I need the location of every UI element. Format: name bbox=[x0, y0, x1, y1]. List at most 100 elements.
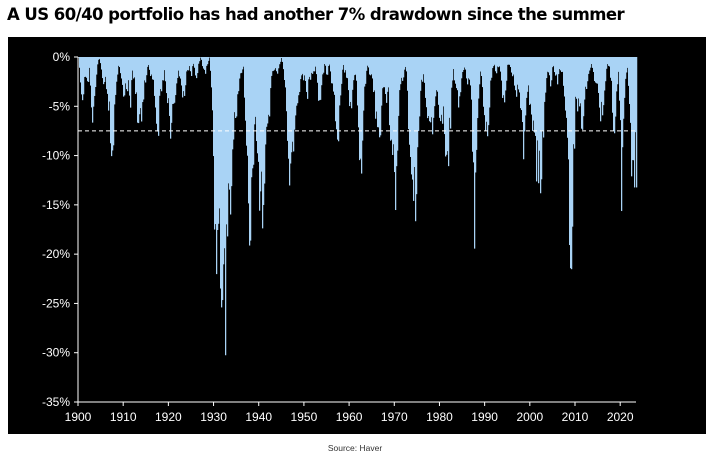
drawdown-bar bbox=[634, 57, 636, 188]
drawdown-bar bbox=[365, 57, 367, 84]
y-tick-label: 0% bbox=[53, 50, 71, 64]
drawdown-bar bbox=[531, 57, 533, 115]
drawdown-bar bbox=[616, 57, 618, 92]
drawdown-bar bbox=[481, 57, 483, 76]
drawdown-bar bbox=[298, 57, 300, 96]
drawdown-bar bbox=[195, 57, 197, 76]
drawdown-bar bbox=[123, 57, 125, 97]
drawdown-bar bbox=[491, 57, 493, 78]
drawdown-bar bbox=[396, 57, 398, 167]
drawdown-bar bbox=[108, 57, 110, 111]
drawdown-bar bbox=[329, 57, 331, 65]
drawdown-bar bbox=[346, 57, 348, 78]
drawdown-bar bbox=[428, 57, 430, 117]
drawdown-bar bbox=[567, 57, 569, 138]
drawdown-bar bbox=[538, 57, 540, 184]
y-tick-label: -10% bbox=[42, 149, 70, 163]
drawdown-bar bbox=[191, 57, 193, 76]
drawdown-bar bbox=[227, 57, 229, 237]
drawdown-bar bbox=[400, 57, 402, 85]
drawdown-bar bbox=[408, 57, 410, 130]
drawdown-bar bbox=[101, 57, 103, 70]
drawdown-bar bbox=[393, 57, 395, 145]
drawdown-bar bbox=[161, 57, 163, 92]
drawdown-bar bbox=[443, 57, 445, 107]
drawdown-bar bbox=[205, 57, 207, 74]
drawdown-bar bbox=[343, 57, 345, 65]
drawdown-bar bbox=[147, 57, 149, 67]
drawdown-bar bbox=[624, 57, 626, 98]
drawdown-bar bbox=[445, 57, 447, 157]
source-note: Source: Haver bbox=[327, 443, 383, 453]
drawdown-bar bbox=[255, 57, 257, 117]
drawdown-bar bbox=[630, 57, 632, 123]
drawdown-bar bbox=[561, 57, 563, 73]
drawdown-bar bbox=[607, 57, 609, 65]
drawdown-bar bbox=[458, 57, 460, 108]
drawdown-bar bbox=[604, 57, 606, 91]
drawdown-bar bbox=[186, 57, 188, 72]
drawdown-bar bbox=[150, 57, 152, 77]
drawdown-bar bbox=[323, 57, 325, 73]
drawdown-bar bbox=[326, 57, 328, 75]
drawdown-bar bbox=[158, 57, 160, 136]
drawdown-bar bbox=[385, 57, 387, 95]
drawdown-bar bbox=[476, 57, 478, 150]
drawdown-bar bbox=[495, 57, 497, 72]
drawdown-bar bbox=[521, 57, 523, 111]
drawdown-bar bbox=[126, 57, 128, 90]
drawdown-bar bbox=[265, 57, 267, 145]
drawdown-bar bbox=[522, 57, 524, 123]
drawdown-bar bbox=[459, 57, 461, 97]
drawdown-bar bbox=[286, 57, 288, 112]
drawdown-bar bbox=[345, 57, 347, 71]
drawdown-bar bbox=[559, 57, 561, 70]
drawdown-bar bbox=[464, 57, 466, 68]
drawdown-bar bbox=[314, 57, 316, 72]
drawdown-bar bbox=[122, 57, 124, 85]
drawdown-bar bbox=[471, 57, 473, 100]
x-tick-label: 2010 bbox=[562, 410, 589, 424]
drawdown-bar bbox=[449, 57, 451, 118]
drawdown-bar bbox=[460, 57, 462, 93]
drawdown-bar bbox=[543, 57, 545, 138]
drawdown-bar bbox=[389, 57, 391, 126]
drawdown-bar bbox=[382, 57, 384, 89]
drawdown-bar bbox=[517, 57, 519, 85]
drawdown-bar bbox=[394, 57, 396, 173]
drawdown-bar bbox=[454, 57, 456, 81]
drawdown-bar bbox=[375, 57, 377, 119]
drawdown-bar bbox=[79, 57, 81, 68]
drawdown-bar bbox=[397, 57, 399, 151]
drawdown-bar bbox=[188, 57, 190, 71]
drawdown-bar bbox=[331, 57, 333, 84]
drawdown-bar bbox=[118, 57, 120, 66]
drawdown-bar bbox=[473, 57, 475, 163]
drawdown-bar bbox=[594, 57, 596, 82]
drawdown-bar bbox=[142, 57, 144, 103]
drawdown-bar bbox=[232, 57, 234, 150]
drawdown-bar bbox=[469, 57, 471, 80]
drawdown-bar bbox=[423, 57, 425, 75]
drawdown-bar bbox=[218, 57, 220, 224]
drawdown-bar bbox=[96, 57, 98, 75]
drawdown-bar bbox=[354, 57, 356, 76]
drawdown-bar bbox=[89, 57, 91, 68]
drawdown-bar bbox=[315, 57, 317, 67]
drawdown-bar bbox=[565, 57, 567, 111]
drawdown-bar bbox=[370, 57, 372, 76]
drawdown-bar bbox=[500, 57, 502, 72]
drawdown-bar bbox=[215, 57, 217, 225]
drawdown-bar bbox=[437, 57, 439, 92]
drawdown-bar bbox=[502, 57, 504, 98]
drawdown-bar bbox=[355, 57, 357, 75]
drawdown-bar bbox=[143, 57, 145, 100]
drawdown-bar bbox=[404, 57, 406, 70]
drawdown-bar bbox=[112, 57, 114, 151]
drawdown-bar bbox=[296, 57, 298, 106]
drawdown-bar bbox=[512, 57, 514, 77]
drawdown-bar bbox=[429, 57, 431, 122]
drawdown-bar bbox=[546, 57, 548, 79]
drawdown-bar bbox=[174, 57, 176, 103]
drawdown-bar bbox=[164, 57, 166, 71]
